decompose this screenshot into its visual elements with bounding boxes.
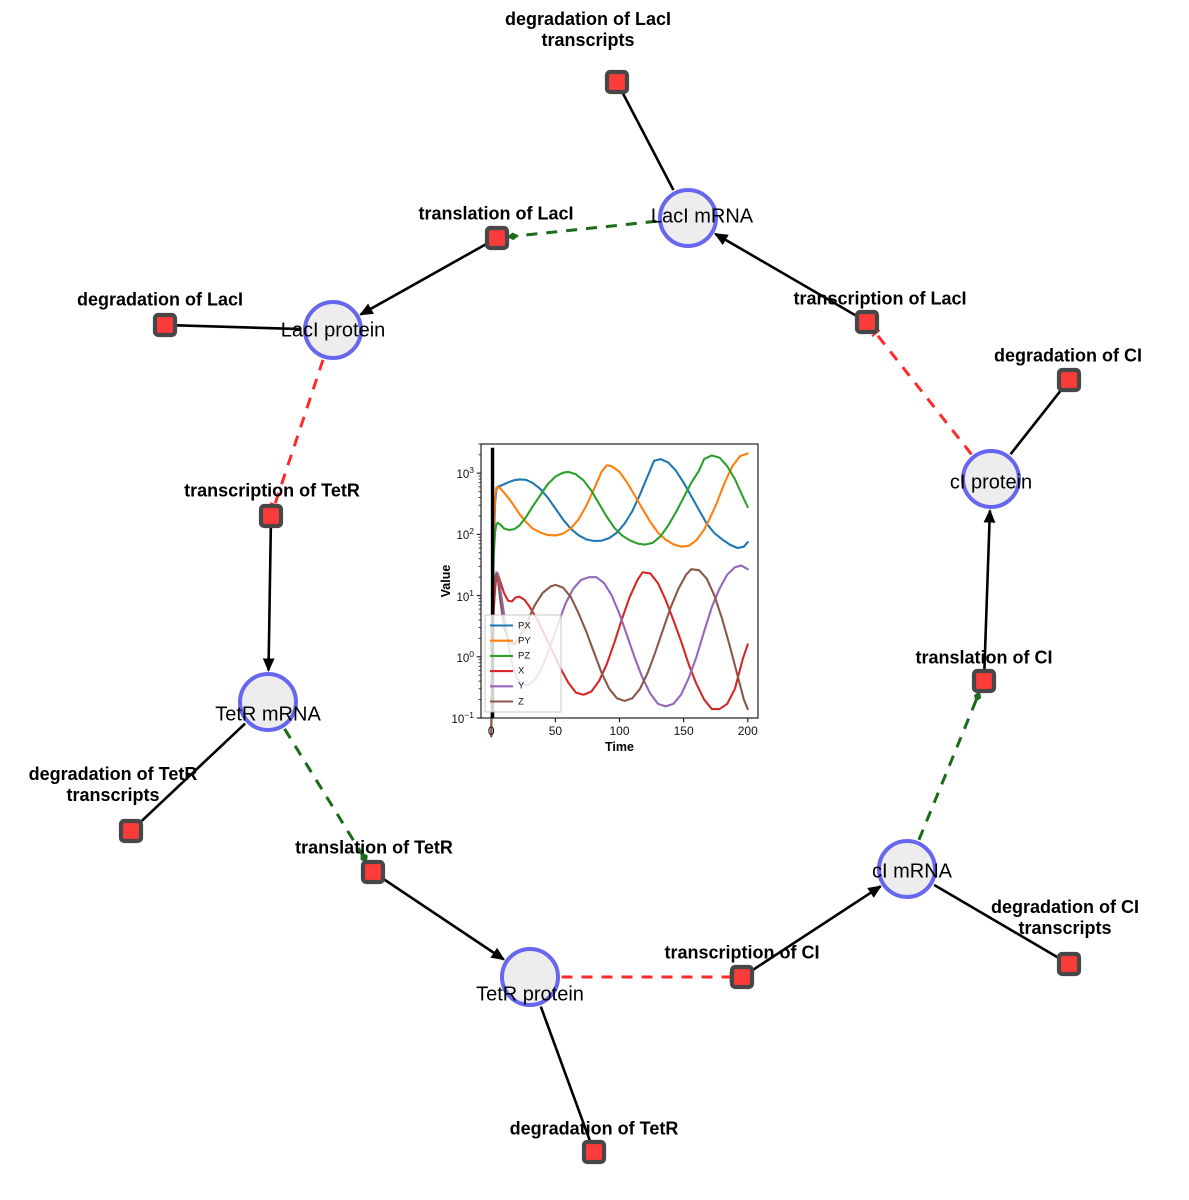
legend-label-X[interactable]: X (518, 665, 525, 677)
reaction-glyph-icon (1056, 951, 1082, 977)
legend-label-Z[interactable]: Z (518, 696, 524, 707)
edge-laci_protein-to-tx_tetr[interactable] (269, 359, 325, 507)
ytick-label-2: 101 (456, 587, 474, 604)
reaction-node-tx_ci[interactable] (729, 964, 755, 990)
edge-tetr_mrna-to-deg_tetr_tx[interactable] (140, 722, 246, 822)
ytick-label-0: 10−1 (451, 710, 475, 726)
series-line-PX[interactable] (490, 458, 749, 651)
edge-laci_mrna-to-trl_laci[interactable] (507, 219, 657, 241)
species-node-tetr_mrna[interactable] (238, 672, 298, 732)
reaction-node-trl_tetr[interactable] (360, 859, 386, 885)
reaction-glyph-icon (258, 503, 284, 529)
xtick-label-4: 200 (737, 724, 758, 738)
species-circle-icon (303, 300, 363, 360)
edge-layer (140, 92, 1062, 1142)
reaction-node-deg_tetr[interactable] (581, 1139, 607, 1165)
reaction-glyph-icon (152, 312, 178, 338)
x-axis-title: Time (605, 740, 634, 754)
series-line-X[interactable] (490, 571, 749, 738)
edge-ci_mrna-to-deg_ci_tx[interactable] (933, 883, 1059, 959)
edge-tx_ci-to-ci_mrna[interactable] (752, 885, 882, 971)
reaction-glyph-icon (1056, 367, 1082, 393)
reaction-glyph-icon (971, 668, 997, 694)
legend (484, 614, 562, 713)
reaction-glyph-icon (854, 309, 880, 335)
species-node-ci_protein[interactable] (961, 449, 1021, 509)
reaction-node-tx_laci[interactable] (854, 309, 880, 335)
series-lines (490, 447, 749, 738)
species-circle-icon (961, 449, 1021, 509)
edge-trl_laci-to-laci_protein[interactable] (359, 242, 487, 316)
reaction-glyph-icon (581, 1139, 607, 1165)
edge-deg_laci-to-laci_protein[interactable] (175, 324, 302, 331)
reaction-node-deg_laci_tx[interactable] (604, 69, 630, 95)
edge-trl_ci-to-ci_protein[interactable] (983, 509, 996, 671)
xtick-label-2: 100 (609, 724, 630, 738)
series-line-PY[interactable] (490, 452, 749, 651)
species-node-laci_protein[interactable] (303, 300, 363, 360)
species-node-ci_mrna[interactable] (877, 839, 937, 899)
species-circle-icon (500, 947, 560, 1007)
catalysis-diamond-tetr-translation (360, 851, 368, 862)
reaction-node-trl_ci[interactable] (971, 668, 997, 694)
reaction-node-deg_ci[interactable] (1056, 367, 1082, 393)
species-circle-icon (877, 839, 937, 899)
xtick-label-3: 150 (673, 724, 694, 738)
legend-frame (484, 614, 562, 713)
reaction-glyph-icon (360, 859, 386, 885)
legend-label-Y[interactable]: Y (518, 680, 525, 692)
edge-ci_mrna-to-trl_ci[interactable] (917, 691, 982, 841)
ytick-label-1: 100 (456, 648, 474, 665)
edge-trl_tetr-to-tetr_protein[interactable] (383, 878, 505, 961)
edge-deg_laci_tx-to-laci_mrna[interactable] (621, 92, 675, 191)
legend-label-PZ[interactable]: PZ (518, 650, 531, 662)
plot-frame (480, 443, 759, 719)
legend-label-PX[interactable]: PX (518, 620, 531, 631)
ytick-label-4: 103 (456, 465, 474, 482)
ytick-label-3: 102 (456, 526, 474, 543)
reaction-glyph-icon (484, 225, 510, 251)
species-circle-icon (658, 188, 718, 248)
edge-tetr_mrna-to-trl_tetr[interactable] (283, 728, 368, 862)
edge-tx_tetr-to-tetr_mrna[interactable] (262, 526, 275, 672)
reaction-node-deg_tetr_tx[interactable] (118, 818, 144, 844)
axis-ticks (476, 443, 749, 723)
species-node-tetr_protein[interactable] (500, 947, 560, 1007)
edge-tetr_protein-to-deg_tetr[interactable] (539, 1006, 592, 1142)
edge-tx_laci-to-laci_mrna[interactable] (714, 232, 857, 317)
species-circle-icon (238, 672, 298, 732)
species-node-laci_mrna[interactable] (658, 188, 718, 248)
xtick-label-1: 50 (548, 724, 563, 738)
series-line-PZ[interactable] (490, 454, 749, 651)
timecourse-inset-plot: 10−1 100 101 102 103 0 50 100 150 200 Time Value PX P… (435, 432, 765, 762)
reaction-glyph-icon (729, 964, 755, 990)
y-axis-title: Value (439, 564, 453, 598)
reaction-node-deg_laci[interactable] (152, 312, 178, 338)
series-line-Y[interactable] (490, 564, 749, 738)
edge-ci_protein-to-tx_laci[interactable] (871, 329, 973, 456)
node-layer (118, 69, 1082, 1165)
reaction-node-tx_tetr[interactable] (258, 503, 284, 529)
reaction-node-trl_laci[interactable] (484, 225, 510, 251)
edge-deg_ci-to-ci_protein[interactable] (1009, 389, 1062, 456)
legend-label-PY[interactable]: PY (518, 635, 531, 647)
xtick-label-0: 0 (487, 724, 495, 738)
inset-plot-svg (435, 432, 765, 762)
reaction-glyph-icon (604, 69, 630, 95)
reaction-glyph-icon (118, 818, 144, 844)
reaction-node-deg_ci_tx[interactable] (1056, 951, 1082, 977)
